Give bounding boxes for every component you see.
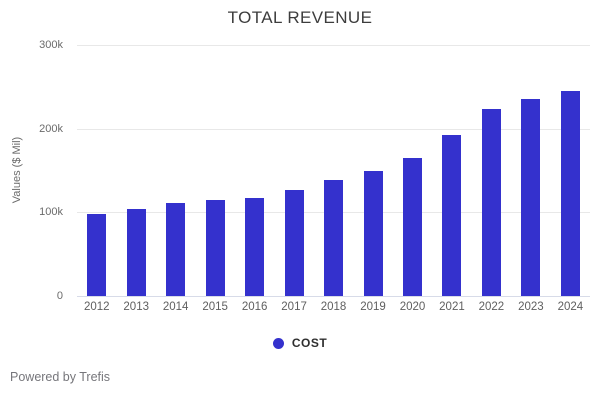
bar-column-2021 [432,45,471,296]
bar-column-2015 [195,45,234,296]
legend[interactable]: COST [0,336,600,350]
x-tick-label-2018: 2018 [320,301,347,313]
bar-column-2020 [393,45,432,296]
gridline-300k [77,45,590,46]
y-tick-label-200k: 200k [39,122,63,135]
powered-by-trefis-text: Powered by Trefis [10,370,111,384]
bar-2013[interactable] [126,209,146,296]
bar-series [77,45,590,296]
bar-column-2018 [314,45,353,296]
x-tick-label-2013: 2013 [123,301,149,313]
bar-column-2023 [511,45,550,296]
x-tick-label-2016: 2016 [241,301,268,313]
chart-title: TOTAL REVENUE [227,8,373,27]
bar-column-2014 [156,45,195,296]
bar-column-2016 [235,45,274,296]
bar-2015[interactable] [205,199,225,296]
bar-2016[interactable] [245,198,265,296]
bar-column-2012 [77,45,116,296]
y-axis-tick-labels: 0 100k 200k 300k [0,39,63,302]
legend-series-label: COST [291,336,328,350]
bar-2014[interactable] [166,203,186,296]
bar-2017[interactable] [284,189,304,296]
bar-2018[interactable] [324,179,344,296]
x-tick-label-2014: 2014 [162,301,189,313]
legend-marker-dot-icon [272,337,284,349]
bar-2012[interactable] [87,214,107,296]
bar-2024[interactable] [560,91,580,296]
bar-column-2022 [472,45,511,296]
y-tick-label-300k: 300k [39,39,63,51]
x-axis-tick-labels: 2012 2013 2014 2015 2016 2017 2018 2019 2020 2021… [77,301,590,313]
y-tick-label-0: 0 [56,290,63,302]
x-tick-label-2019: 2019 [360,301,386,313]
gridline-200k [77,128,590,130]
y-tick-label-100k: 100k [39,206,63,219]
x-tick-label-2022: 2022 [478,301,505,313]
x-tick-label-2023: 2023 [518,301,544,313]
x-tick-label-2021: 2021 [439,301,465,313]
bar-2020[interactable] [402,157,422,296]
bar-column-2017 [274,45,313,296]
bar-column-2024 [551,45,590,296]
x-tick-label-2015: 2015 [202,301,228,313]
bar-column-2013 [116,45,155,296]
bar-2023[interactable] [521,99,541,296]
x-tick-label-2020: 2020 [399,301,426,313]
x-tick-label-2024: 2024 [557,301,584,313]
x-tick-label-2012: 2012 [83,301,110,313]
bar-2022[interactable] [481,108,501,296]
bar-2021[interactable] [442,134,462,296]
x-tick-label-2017: 2017 [281,301,307,313]
plot-area [77,45,590,297]
bar-column-2019 [353,45,392,296]
bar-2019[interactable] [363,170,383,296]
